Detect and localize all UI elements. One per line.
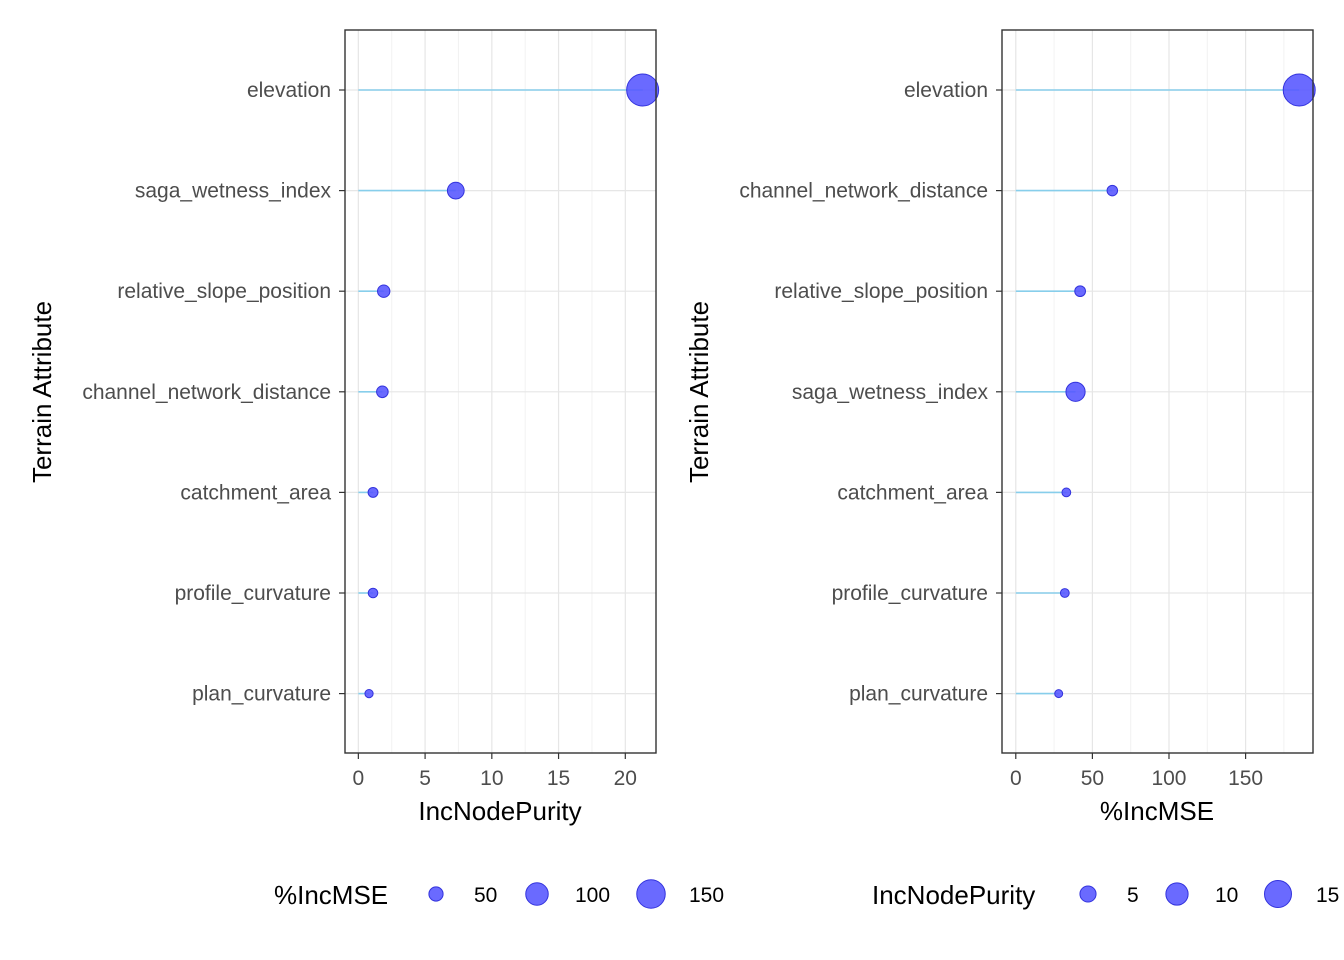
right-x-ticks: 0 50 100 150 <box>1010 753 1263 790</box>
data-point-saga_wetness_index <box>446 181 465 200</box>
x-tick-label: 15 <box>547 767 570 790</box>
left-legend: %IncMSE 50 100 150 <box>274 879 724 910</box>
x-tick-label: 0 <box>1010 767 1022 790</box>
x-tick-label: 150 <box>1228 767 1263 790</box>
legend-key-circle <box>525 882 549 906</box>
legend-key-label: 10 <box>1215 884 1238 907</box>
y-tick-label: channel_network_distance <box>82 381 331 404</box>
legend-key-label: 150 <box>689 884 724 907</box>
legend-key-circle <box>1079 885 1097 903</box>
x-tick-label: 50 <box>1081 767 1104 790</box>
y-tick-label: elevation <box>904 79 988 102</box>
data-point-profile_curvature <box>1059 588 1070 598</box>
data-point-saga_wetness_index <box>1065 381 1086 402</box>
right-legend: IncNodePurity 5 10 15 <box>872 880 1339 910</box>
right-legend-title: IncNodePurity <box>872 880 1035 910</box>
legend-key-label: 5 <box>1127 884 1139 907</box>
y-tick-label: saga_wetness_index <box>135 180 332 203</box>
x-tick-label: 0 <box>353 767 365 790</box>
y-tick-label: relative_slope_position <box>774 280 988 303</box>
data-point-elevation <box>626 73 660 107</box>
data-point-relative_slope_position <box>377 284 391 298</box>
y-tick-label: profile_curvature <box>832 582 988 605</box>
legend-key-circle <box>428 886 444 902</box>
y-tick-label: channel_network_distance <box>739 180 988 203</box>
x-tick-label: 5 <box>419 767 431 790</box>
left-panel: elevation saga_wetness_index relative_slop… <box>27 29 724 910</box>
data-point-plan_curvature <box>364 688 374 699</box>
left-points <box>364 73 660 699</box>
data-point-relative_slope_position <box>1074 285 1086 298</box>
legend-key-circle <box>636 879 666 909</box>
data-point-catchment_area <box>367 486 379 498</box>
y-tick-label: saga_wetness_index <box>792 381 989 404</box>
x-tick-label: 100 <box>1151 767 1186 790</box>
y-tick-label: catchment_area <box>180 481 331 504</box>
y-tick-label: plan_curvature <box>192 683 331 706</box>
data-point-catchment_area <box>1061 487 1072 498</box>
data-point-plan_curvature <box>1054 689 1064 699</box>
left-x-axis-title: IncNodePurity <box>418 796 581 826</box>
left-x-ticks: 0 5 10 15 20 <box>353 753 637 790</box>
right-y-ticks: elevation channel_network_distancerelativ… <box>739 79 1002 706</box>
y-tick-label: catchment_area <box>837 481 988 504</box>
right-panel: elevation channel_network_distancerelativ… <box>684 29 1339 910</box>
data-point-channel_network_distance <box>1106 184 1119 197</box>
left-y-axis-title: Terrain Attribute <box>27 301 57 483</box>
right-points <box>1054 73 1316 699</box>
y-tick-label: profile_curvature <box>175 582 331 605</box>
left-grid <box>345 30 656 753</box>
y-tick-label: elevation <box>247 79 331 102</box>
right-y-axis-title: Terrain Attribute <box>684 301 714 483</box>
left-legend-title: %IncMSE <box>274 880 388 910</box>
left-y-ticks: elevation saga_wetness_index relative_slop… <box>82 79 345 706</box>
y-tick-label: plan_curvature <box>849 683 988 706</box>
right-x-axis-title: %IncMSE <box>1100 796 1214 826</box>
data-point-channel_network_distance <box>376 385 389 399</box>
legend-key-circle <box>1165 882 1189 906</box>
data-point-profile_curvature <box>367 587 379 599</box>
legend-key-circle <box>1264 880 1292 908</box>
data-point-elevation <box>1282 73 1316 107</box>
y-tick-label: relative_slope_position <box>117 280 331 303</box>
x-tick-label: 10 <box>480 767 503 790</box>
legend-key-label: 100 <box>575 884 610 907</box>
legend-key-label: 50 <box>474 884 497 907</box>
legend-key-label: 15 <box>1316 884 1339 907</box>
right-segments <box>1015 89 1300 695</box>
x-tick-label: 20 <box>614 767 637 790</box>
